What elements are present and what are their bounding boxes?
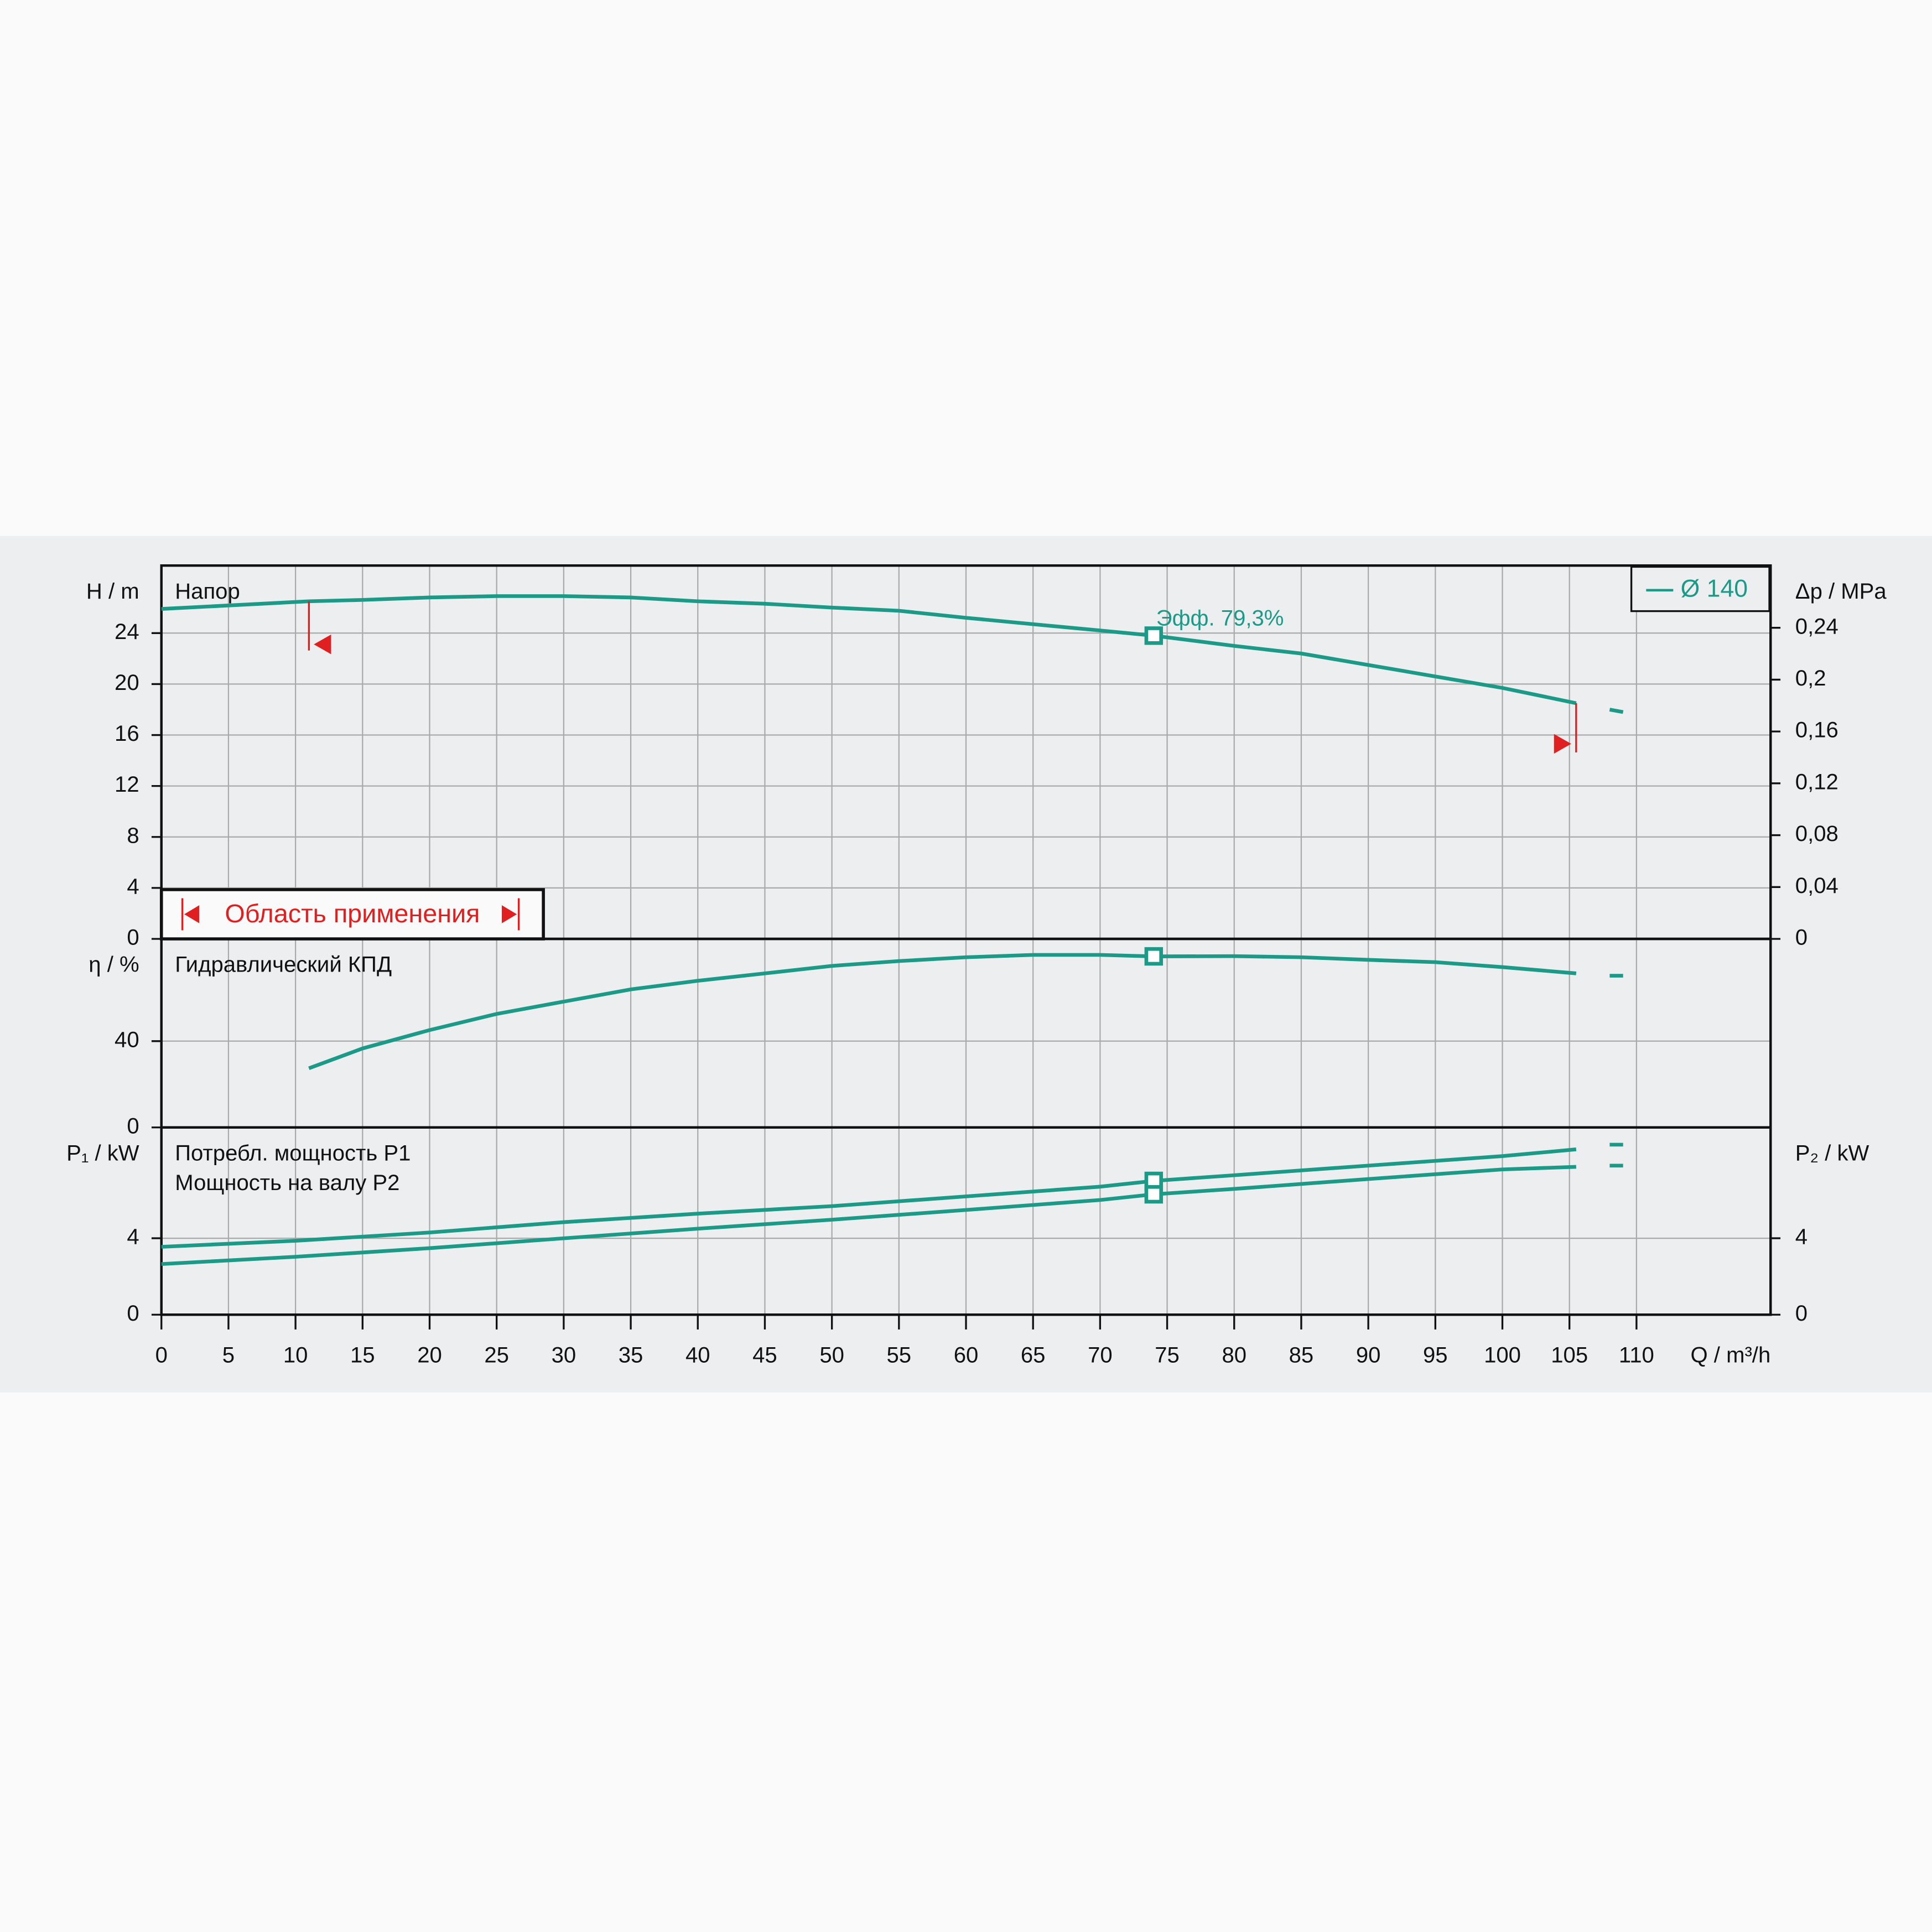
range-label: Область применения [225, 899, 480, 928]
x-tick-label: 60 [954, 1343, 979, 1368]
x-tick-label: 110 [1619, 1343, 1654, 1368]
x-tick-label: 100 [1484, 1343, 1521, 1368]
x-tick-label: 85 [1289, 1343, 1314, 1368]
x-tick-label: 0 [155, 1343, 168, 1368]
x-tick-label: 15 [350, 1343, 375, 1368]
y2-tick-label: 0,24 [1795, 614, 1838, 638]
y2-tick-label: 0,08 [1795, 822, 1838, 846]
x-tick-label: 80 [1222, 1343, 1247, 1368]
y-tick-label: 4 [127, 874, 139, 899]
series-label: Потребл. мощность P1 [175, 1141, 411, 1165]
y-tick-label: 0 [127, 1301, 139, 1326]
y-tick-label: 4 [127, 1225, 139, 1249]
x-tick-label: 25 [484, 1343, 509, 1368]
y-tick-label: 20 [115, 671, 139, 695]
x-tick-label: 20 [417, 1343, 442, 1368]
y2-tick-label: 0,16 [1795, 718, 1838, 742]
x-tick-label: 45 [752, 1343, 777, 1368]
annotation: Эфф. 79,3% [1156, 606, 1284, 631]
x-tick-label: 50 [819, 1343, 844, 1368]
y-tick-label: 40 [115, 1027, 139, 1052]
y2-axis-label: P₂ / kW [1795, 1141, 1869, 1165]
series-line [308, 953, 1623, 1070]
x-tick-label: 55 [887, 1343, 912, 1368]
x-tick-label: 75 [1155, 1343, 1180, 1368]
y-axis-label: H / m [86, 579, 139, 604]
x-tick-label: 65 [1021, 1343, 1046, 1368]
y-axis-label: η / % [89, 953, 139, 977]
y-axis-label: P₁ / kW [66, 1141, 139, 1165]
y-tick-label: 12 [115, 772, 139, 797]
y-tick-label: 8 [127, 823, 139, 848]
x-tick-label: 105 [1551, 1343, 1588, 1368]
y2-tick-label: 4 [1795, 1225, 1808, 1249]
x-tick-label: 70 [1088, 1343, 1113, 1368]
range-box-arrows [181, 898, 520, 931]
y2-tick-label: 0,12 [1795, 770, 1838, 794]
x-tick-label: 5 [222, 1343, 235, 1368]
y2-axis-label: Δp / MPa [1795, 579, 1887, 604]
x-tick-label: 35 [619, 1343, 643, 1368]
y-tick-label: 0 [127, 926, 139, 950]
legend-label: Ø 140 [1681, 575, 1748, 603]
x-tick-label: 95 [1423, 1343, 1448, 1368]
x-tick-label: 30 [552, 1343, 577, 1368]
x-tick-label: 40 [685, 1343, 710, 1368]
y-tick-label: 24 [115, 620, 139, 644]
range-arrow [1554, 734, 1571, 754]
series-line [161, 1164, 1623, 1266]
y2-tick-label: 0,2 [1795, 666, 1826, 690]
range-box [159, 888, 545, 941]
x-tick-label: 90 [1356, 1343, 1381, 1368]
y-tick-label: 0 [127, 1114, 139, 1138]
series-line [161, 594, 1624, 714]
duty-point [1144, 1185, 1164, 1204]
series-label: Мощность на валу P2 [175, 1171, 399, 1195]
duty-point [1144, 626, 1164, 645]
y2-tick-label: 0,04 [1795, 874, 1838, 898]
x-tick-label: 10 [283, 1343, 308, 1368]
y2-tick-label: 0 [1795, 1301, 1808, 1326]
duty-point [1144, 947, 1164, 966]
y-tick-label: 16 [115, 721, 139, 746]
series-line [161, 1142, 1623, 1249]
x-axis-label: Q / m³/h [1691, 1343, 1771, 1368]
y2-tick-label: 0 [1795, 926, 1808, 950]
range-arrow [314, 634, 331, 655]
series-label: Гидравлический КПД [175, 953, 392, 977]
series-label: Напор [175, 579, 240, 604]
